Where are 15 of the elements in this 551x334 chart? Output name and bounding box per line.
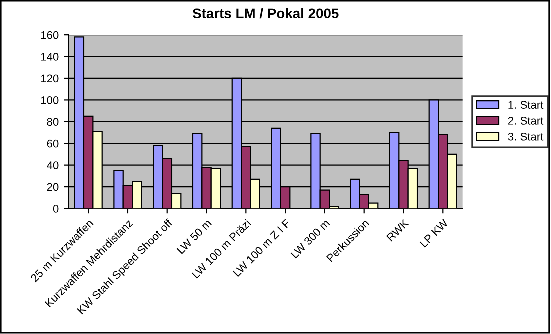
y-tick-label: 120: [41, 74, 59, 83]
y-tick-label: 140: [41, 53, 59, 61]
y-tick-label: 0: [53, 205, 59, 213]
x-tick-label: LW 50 m: [176, 219, 212, 254]
y-tick-label: 40: [47, 162, 59, 170]
chart-title: Starts LM / Pokal 2005: [192, 8, 339, 19]
y-tick-label: 20: [47, 183, 59, 192]
y-tick-label: 80: [47, 118, 59, 126]
y-tick-label: 160: [41, 31, 59, 40]
x-tick-label: LP KW: [420, 218, 449, 248]
legend-label: 3. Start: [508, 132, 544, 141]
legend-label: 1. Start: [508, 101, 544, 109]
y-tick-label: 60: [47, 140, 59, 148]
legend-label: 2. Start: [508, 117, 544, 125]
y-tick-label: 100: [41, 96, 59, 104]
